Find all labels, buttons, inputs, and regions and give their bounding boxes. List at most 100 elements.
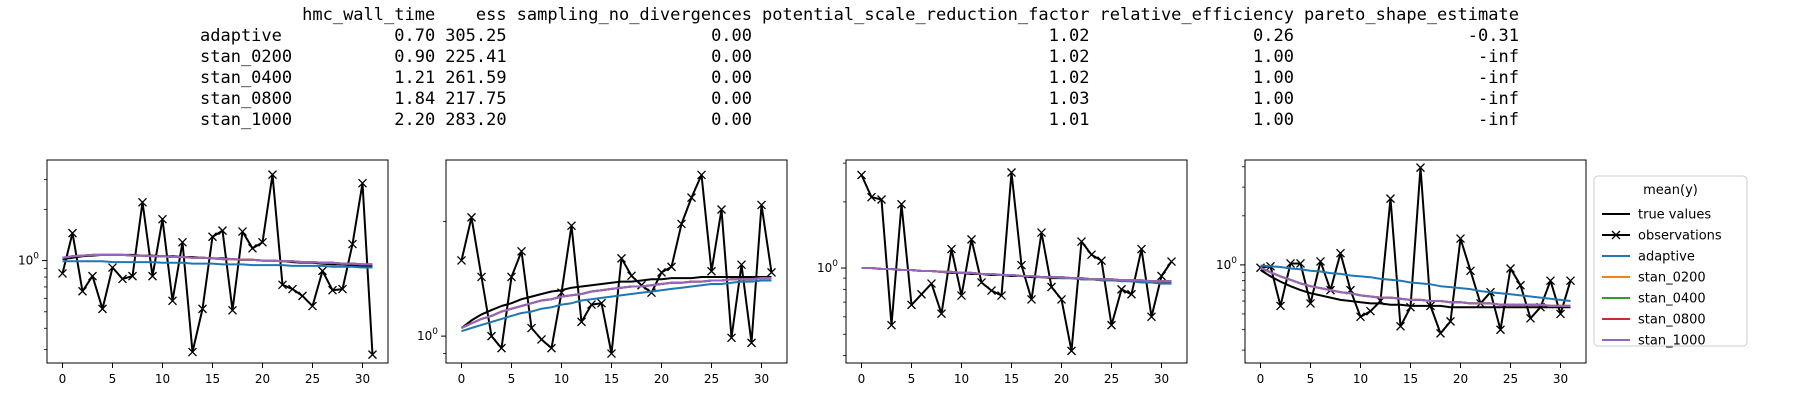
table-cell: 1.02 bbox=[1048, 26, 1090, 46]
observation-marker bbox=[657, 267, 666, 277]
x-tick-label: 25 bbox=[704, 372, 719, 386]
observation-marker bbox=[178, 237, 187, 247]
observation-marker bbox=[68, 228, 77, 238]
observation-marker bbox=[1426, 301, 1435, 311]
observation-marker bbox=[318, 266, 327, 276]
observation-marker bbox=[1276, 301, 1285, 311]
observation-marker bbox=[897, 199, 906, 209]
table-cell: 305.25 bbox=[445, 26, 507, 46]
observation-marker bbox=[208, 232, 217, 242]
observation-marker bbox=[148, 271, 157, 281]
stats-table: hmc_wall_time ess sampling_no_divergence… bbox=[200, 5, 1519, 131]
observation-marker bbox=[1416, 163, 1425, 173]
x-tick-label: 30 bbox=[1154, 372, 1169, 386]
table-cell: 1.00 bbox=[1253, 68, 1294, 88]
row-label: stan_0200 bbox=[200, 47, 293, 67]
table-cell: 1.84 bbox=[394, 89, 436, 109]
observation-marker bbox=[607, 349, 616, 359]
x-tick-label: 0 bbox=[458, 372, 466, 386]
observation-marker bbox=[1147, 312, 1156, 322]
series-line-adaptive bbox=[1260, 264, 1571, 302]
observation-marker bbox=[1137, 244, 1146, 254]
table-cell: 0.00 bbox=[711, 47, 753, 67]
observation-marker bbox=[457, 255, 466, 265]
legend-item: stan_0800 bbox=[1602, 313, 1706, 328]
table-row: stan_1000 2.20 283.20 0.00 1.01 1.00 -in… bbox=[200, 110, 1519, 131]
observation-marker bbox=[527, 323, 536, 333]
column-header: potential_scale_reduction_factor bbox=[762, 5, 1090, 25]
row-label: stan_1000 bbox=[200, 110, 293, 130]
axes-frame bbox=[1244, 159, 1587, 364]
observation-marker bbox=[727, 333, 736, 343]
observation-marker bbox=[1037, 228, 1046, 238]
observation-marker bbox=[877, 195, 886, 204]
legend-label: observations bbox=[1638, 229, 1722, 244]
legend-item: stan_0400 bbox=[1602, 292, 1706, 307]
observation-marker bbox=[118, 274, 127, 284]
observation-marker bbox=[967, 234, 976, 244]
chart-panel-1: 0 5 10 15 20 25 30 100 bbox=[18, 159, 389, 386]
series-line-adaptive bbox=[62, 260, 373, 269]
legend-label: stan_0800 bbox=[1638, 313, 1706, 328]
legend-label: stan_0200 bbox=[1638, 271, 1706, 286]
column-header: relative_efficiency bbox=[1099, 5, 1294, 25]
observation-marker bbox=[1157, 271, 1166, 281]
observation-marker bbox=[1336, 248, 1345, 258]
observation-marker bbox=[507, 272, 516, 282]
legend: mean(y) true values observations adaptive st… bbox=[1593, 175, 1748, 349]
x-tick-label: 15 bbox=[205, 372, 220, 386]
observation-marker bbox=[747, 338, 756, 348]
observation-marker bbox=[927, 279, 936, 289]
observation-marker bbox=[1506, 264, 1515, 273]
table-cell: 1.02 bbox=[1048, 68, 1090, 88]
table-cell: 2.20 bbox=[394, 110, 436, 130]
observation-marker bbox=[1117, 284, 1126, 294]
observation-marker bbox=[497, 343, 506, 353]
legend-box bbox=[1593, 175, 1748, 347]
observation-marker bbox=[617, 253, 626, 263]
x-tick-label: 20 bbox=[1453, 372, 1468, 386]
observation-marker bbox=[667, 262, 676, 272]
observation-marker bbox=[1436, 328, 1445, 338]
observation-marker bbox=[1077, 237, 1086, 246]
observation-marker bbox=[78, 286, 87, 296]
axes-frame bbox=[46, 159, 389, 364]
x-tick-label: 15 bbox=[1004, 372, 1019, 386]
table-cell: 0.70 bbox=[394, 26, 436, 46]
x-tick-label: 0 bbox=[858, 372, 866, 386]
observation-marker bbox=[767, 267, 776, 277]
x-tick-label: 30 bbox=[355, 372, 370, 386]
observation-marker bbox=[907, 300, 916, 310]
observation-marker bbox=[258, 237, 267, 247]
axes-frame bbox=[445, 159, 788, 364]
series-line-adaptive bbox=[461, 279, 772, 333]
series-line-stan-1000 bbox=[861, 267, 1172, 283]
table-cell: 283.20 bbox=[445, 110, 507, 130]
observation-marker bbox=[1087, 250, 1096, 260]
observation-marker bbox=[328, 285, 337, 295]
row-label: stan_0800 bbox=[200, 89, 293, 109]
legend-label: stan_1000 bbox=[1638, 334, 1706, 349]
x-tick-label: 20 bbox=[654, 372, 669, 386]
observation-marker bbox=[1386, 194, 1395, 204]
table-cell: 0.00 bbox=[711, 89, 753, 109]
observation-marker bbox=[108, 263, 117, 272]
observation-marker bbox=[1296, 259, 1305, 268]
observation-marker bbox=[717, 205, 726, 214]
y-tick-label: 100 bbox=[817, 259, 838, 275]
x-tick-label: 5 bbox=[109, 372, 117, 386]
observation-marker bbox=[477, 272, 486, 282]
table-cell: 261.59 bbox=[445, 68, 507, 88]
table-cell: 0.00 bbox=[711, 68, 753, 88]
observation-marker bbox=[687, 193, 696, 203]
x-tick-label: 15 bbox=[1403, 372, 1418, 386]
observation-marker bbox=[707, 266, 716, 276]
observation-marker bbox=[158, 214, 167, 224]
observation-marker bbox=[917, 289, 926, 299]
legend-item: true values bbox=[1602, 208, 1711, 223]
observation-marker bbox=[1306, 298, 1315, 308]
observation-marker bbox=[937, 309, 946, 319]
observation-marker bbox=[997, 291, 1006, 300]
x-tick-label: 0 bbox=[1257, 372, 1265, 386]
x-tick-label: 5 bbox=[508, 372, 516, 386]
